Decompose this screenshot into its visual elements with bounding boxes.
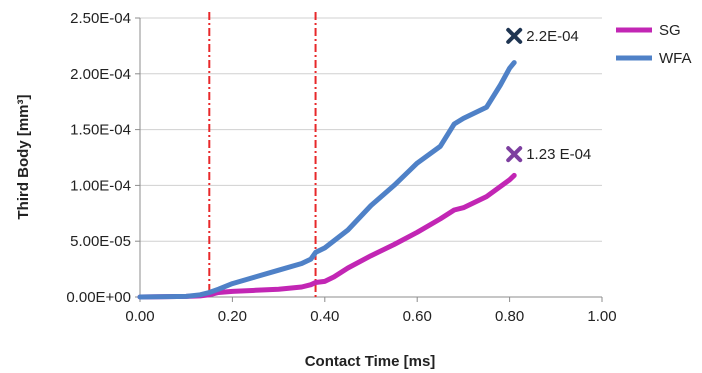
marker-x-stroke-b: [506, 27, 523, 44]
y-tick-label-1: 5.00E-05: [70, 233, 131, 250]
marker-1: [506, 146, 523, 163]
x-tick-label-0: 0.00: [125, 308, 154, 325]
y-tick-label-4: 2.00E-04: [70, 66, 131, 83]
series-line-sg: [137, 172, 517, 300]
series-group: [137, 60, 517, 300]
legend: SG WFA: [616, 22, 692, 67]
x-tick-labels: 0.00 0.20 0.40 0.60 0.80 1.00: [125, 308, 616, 325]
y-axis-title: Third Body [mm³]: [15, 95, 32, 220]
marker-x-stroke-b: [506, 146, 523, 163]
legend-label-wfa: WFA: [659, 50, 692, 67]
x-tick-label-1: 0.20: [218, 308, 247, 325]
marker-label-0: 2.2E-04: [526, 28, 579, 45]
x-tick-label-2: 0.40: [310, 308, 339, 325]
marker-0: [506, 27, 523, 44]
series-line-wfa: [137, 60, 517, 300]
reference-lines: [208, 12, 317, 297]
marker-label-1: 1.23 E-04: [526, 146, 591, 163]
x-tick-label-5: 1.00: [587, 308, 616, 325]
y-tick-label-0: 0.00E+00: [66, 289, 131, 306]
annotation-markers: 2.2E-04 1.23 E-04: [506, 27, 591, 163]
legend-label-sg: SG: [659, 22, 681, 39]
x-tick-label-4: 0.80: [495, 308, 524, 325]
x-axis-title: Contact Time [ms]: [305, 353, 436, 370]
x-tick-label-3: 0.60: [403, 308, 432, 325]
y-tick-label-5: 2.50E-04: [70, 10, 131, 27]
grid-lines: [140, 17, 602, 242]
y-tick-labels: 0.00E+00 5.00E-05 1.00E-04 1.50E-04 2.00E-04…: [66, 10, 131, 306]
y-tick-label-2: 1.00E-04: [70, 177, 131, 194]
y-tick-label-3: 1.50E-04: [70, 122, 131, 139]
